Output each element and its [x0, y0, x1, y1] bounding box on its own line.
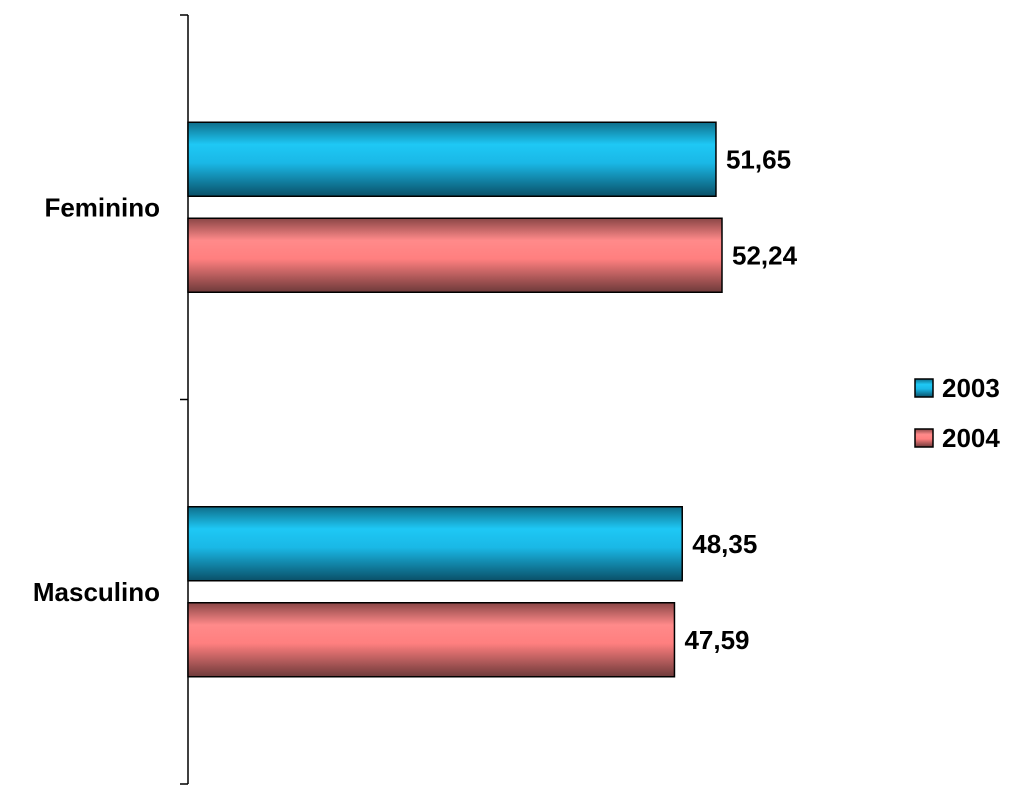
bar-2004-masculino: [187, 602, 676, 678]
bar-2004-feminino: [187, 217, 723, 293]
data-label: 47,59: [684, 625, 749, 655]
data-label: 51,65: [726, 144, 791, 174]
legend-swatch-2003: [914, 378, 934, 398]
bar-2003-masculino: [187, 506, 683, 582]
bar-2003-feminino: [187, 121, 717, 197]
legend-label: 2003: [942, 373, 1000, 403]
legend: 2003 2004: [914, 373, 1000, 453]
data-labels: 51,65 52,24 48,35 47,59: [684, 144, 797, 655]
category-label: Feminino: [44, 192, 160, 222]
category-labels: Feminino Masculino: [33, 192, 160, 607]
y-axis: [180, 14, 189, 785]
data-label: 52,24: [732, 240, 798, 270]
legend-swatch-2004: [914, 428, 934, 448]
legend-label: 2004: [942, 423, 1000, 453]
bars: [187, 121, 723, 678]
data-label: 48,35: [692, 529, 757, 559]
category-label: Masculino: [33, 577, 160, 607]
